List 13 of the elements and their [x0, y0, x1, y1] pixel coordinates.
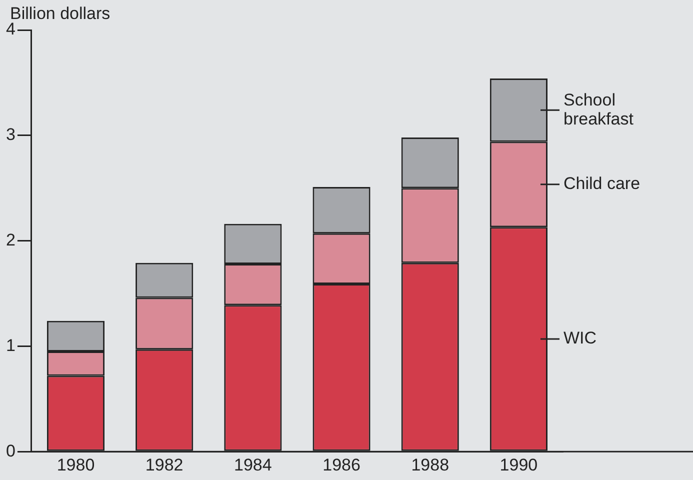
x-tick-label: 1988 — [411, 455, 450, 474]
y-tick-label: 2 — [6, 230, 16, 250]
y-tick-label: 1 — [6, 336, 16, 355]
x-tick-label: 1980 — [56, 455, 95, 474]
y-tick-label: 3 — [6, 125, 16, 144]
series-label: School breakfast — [563, 90, 634, 128]
series-label: Child care — [563, 174, 640, 194]
y-tick-label: 0 — [6, 441, 16, 460]
series-label: WIC — [563, 328, 597, 348]
x-tick-label: 1990 — [500, 455, 538, 474]
x-tick-label: 1986 — [322, 455, 360, 474]
x-tick-label: 1982 — [145, 455, 184, 474]
x-tick-label: 1984 — [234, 455, 272, 474]
